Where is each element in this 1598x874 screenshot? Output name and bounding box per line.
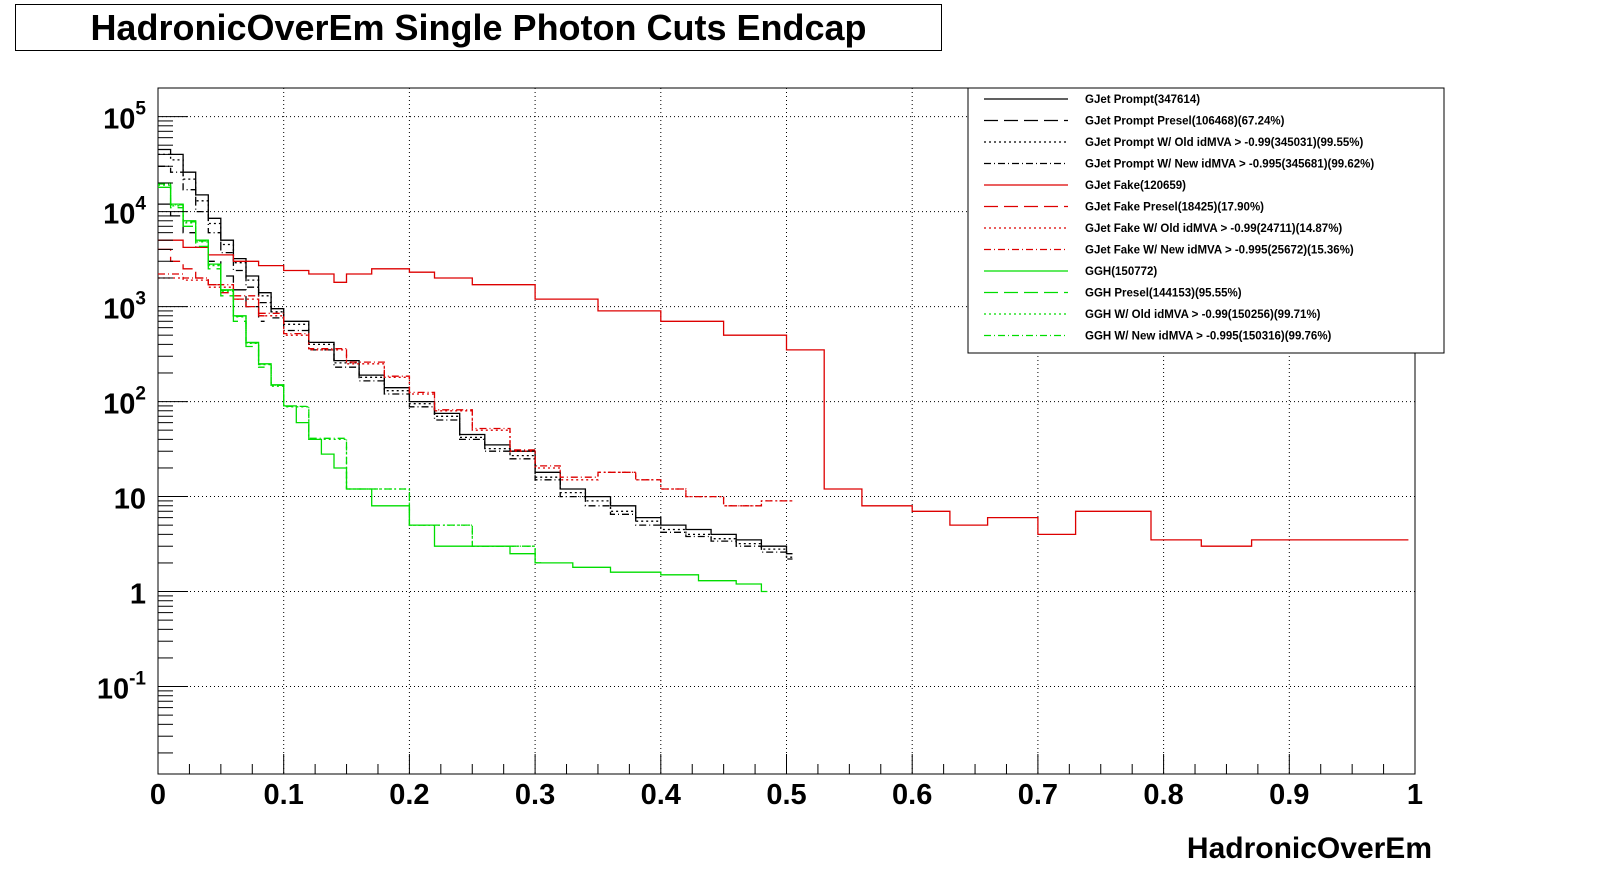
series-line (158, 277, 793, 507)
x-tick-label: 0.2 (389, 779, 429, 811)
legend-entry: GGH W/ New idMVA > -0.995(150316)(99.76%… (1085, 331, 1332, 343)
y-tick-base: 10 (103, 389, 135, 421)
x-tick-label: 0.5 (766, 779, 806, 811)
series-line (158, 182, 768, 593)
y-tick-exponent: 3 (135, 289, 146, 310)
y-tick-exponent: 2 (135, 384, 146, 405)
legend-entry: GJet Prompt Presel(106468)(67.24%) (1085, 116, 1285, 128)
x-tick-label: 0.7 (1018, 779, 1058, 811)
x-tick-label: 1 (1407, 779, 1423, 811)
legend-entry: GJet Fake(120659) (1085, 180, 1186, 192)
y-tick-label: 104 (103, 194, 146, 231)
grid (158, 88, 1415, 774)
y-tick-base: 1 (130, 579, 146, 611)
legend-entry: GGH Presel(144153)(95.55%) (1085, 288, 1242, 300)
x-tick-label: 0.8 (1143, 779, 1183, 811)
series-line (158, 273, 793, 507)
y-tick-exponent: 4 (135, 194, 146, 215)
legend: GJet Prompt(347614) GJet Prompt Presel(10… (967, 87, 1445, 354)
x-tick-label: 0.9 (1269, 779, 1309, 811)
series-line (158, 165, 793, 560)
legend-entry: GJet Fake Presel(18425)(17.90%) (1085, 202, 1264, 214)
x-tick-label: 0.1 (264, 779, 304, 811)
y-tick-base: 10 (97, 674, 129, 706)
legend-entry: GJet Prompt(347614) (1085, 94, 1200, 106)
y-tick-label: 10-1 (97, 669, 147, 706)
y-tick-exponent: 5 (135, 99, 146, 120)
legend-entry: GJet Fake W/ Old idMVA > -0.99(24711)(14… (1085, 223, 1342, 235)
y-tick-label: 1 (130, 579, 146, 611)
y-tick-label: 102 (103, 384, 146, 421)
y-tick-base: 10 (114, 484, 146, 516)
chart-title-box: HadronicOverEm Single Photon Cuts Endcap (15, 4, 942, 51)
x-tick-label: 0 (150, 779, 166, 811)
series-line (158, 148, 793, 555)
legend-entry: GJet Prompt W/ New idMVA > -0.995(345681… (1085, 159, 1374, 171)
y-tick-exponent: -1 (129, 669, 146, 690)
legend-entry: GGH W/ Old idMVA > -0.99(150256)(99.71%) (1085, 309, 1321, 321)
legend-entry: GJet Fake W/ New idMVA > -0.995(25672)(1… (1085, 245, 1354, 257)
chart-title: HadronicOverEm Single Photon Cuts Endcap (90, 6, 867, 48)
x-tick-label: 0.3 (515, 779, 555, 811)
legend-entry: GJet Prompt W/ Old idMVA > -0.99(345031)… (1085, 137, 1363, 149)
series-line (158, 184, 542, 564)
series-line (158, 183, 542, 564)
y-tick-base: 10 (103, 294, 135, 326)
y-tick-label: 105 (103, 99, 146, 136)
y-tick-label: 103 (103, 289, 146, 326)
y-tick-label: 10 (114, 484, 146, 516)
y-tick-base: 10 (103, 199, 135, 231)
series-line (158, 186, 265, 368)
x-tick-label: 0.6 (892, 779, 932, 811)
legend-box (967, 87, 1445, 354)
y-tick-base: 10 (103, 104, 135, 136)
legend-entry: GGH(150772) (1085, 266, 1157, 278)
series-line (158, 248, 265, 317)
series-line (158, 239, 1409, 547)
series-layer (158, 148, 1409, 593)
series-line (158, 153, 793, 558)
x-tick-label: 0.4 (641, 779, 681, 811)
x-axis-label: HadronicOverEm (1186, 832, 1432, 865)
axes: 0 0.1 0.2 0.3 0.4 0.5 0.6 0.7 0.8 0.9 110-11101021… (97, 87, 1423, 811)
